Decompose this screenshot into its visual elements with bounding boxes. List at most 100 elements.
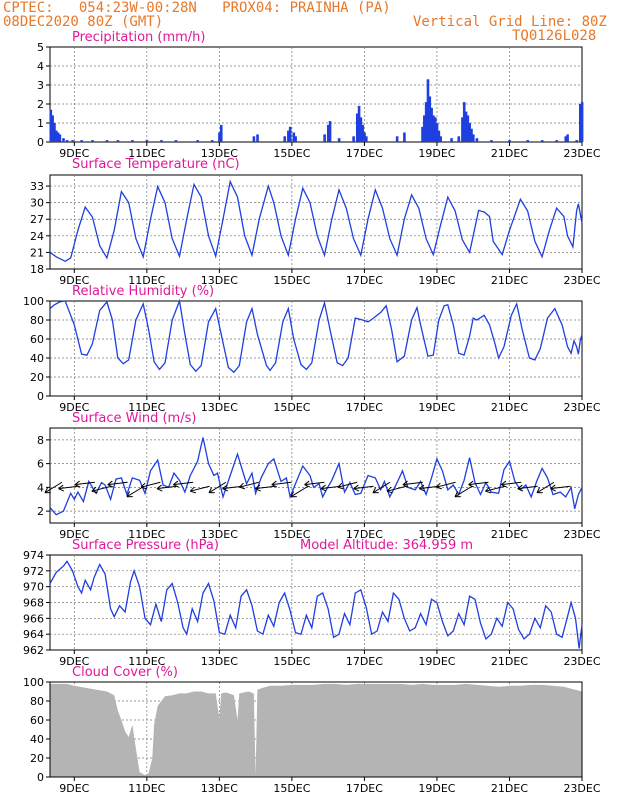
pressure-xtick-label: 15DEC	[273, 655, 310, 668]
precip-ytick-label: 1	[37, 117, 44, 130]
cloud-xtick-label: 21DEC	[491, 782, 528, 795]
pressure-ytick-label: 974	[23, 549, 44, 562]
wind-xtick-label: 23DEC	[563, 528, 600, 541]
wind-arrow	[222, 485, 243, 490]
rh-xtick-label: 23DEC	[563, 401, 600, 414]
precip-bar	[80, 140, 83, 142]
cloud-xtick-label: 17DEC	[346, 782, 383, 795]
temp-xtick-label: 19DEC	[418, 274, 455, 287]
precip-bar	[428, 96, 432, 142]
precip-xtick-label: 17DEC	[346, 147, 383, 160]
precip-bar	[450, 138, 453, 142]
wind-arrow	[255, 485, 276, 490]
precip-bar	[578, 104, 582, 142]
wind-arrow-head	[372, 487, 379, 494]
pressure-xtick-label: 23DEC	[563, 655, 600, 668]
wind-arrow-head	[337, 482, 344, 490]
precip-bar	[437, 130, 441, 142]
wind-xtick-label: 13DEC	[201, 528, 238, 541]
header-model-code: TQ0126L028	[512, 28, 597, 44]
wind-arrow	[419, 485, 440, 490]
precip-bar	[435, 123, 439, 142]
wind-arrow	[140, 481, 161, 488]
cloud-panel: 0 20 40 60 80 100 9DEC 11DEC 13DEC 15DEC 17DEC 19DE…	[23, 665, 601, 795]
wind-xtick-label: 15DEC	[273, 528, 310, 541]
cloud-xtick-label: 19DEC	[418, 782, 455, 795]
precip-bar	[287, 130, 290, 142]
wind-title: Surface Wind (m/s)	[72, 411, 196, 426]
precip-bar	[49, 109, 53, 142]
precip-ytick-label: 2	[37, 98, 44, 111]
wind-arrow	[436, 481, 456, 488]
header-run-date: 08DEC2020 80Z (GMT)	[3, 14, 164, 30]
precip-bar	[62, 138, 65, 142]
precip-bar	[292, 132, 296, 142]
wind-arrow-head	[107, 480, 114, 488]
precip-ytick-label: 3	[37, 79, 44, 92]
rh-series-line	[49, 298, 583, 374]
temp-xtick-label: 17DEC	[346, 274, 383, 287]
rh-ytick-label: 40	[30, 352, 44, 365]
precip-bar	[564, 136, 568, 142]
precip-bar	[540, 140, 544, 142]
precip-bar	[56, 132, 60, 142]
wind-arrow-head	[454, 491, 461, 498]
wind-arrow	[156, 485, 177, 490]
temp-ytick-label: 18	[30, 263, 44, 276]
precip-bar	[457, 136, 461, 142]
precip-bar	[53, 123, 56, 142]
wind-arrow	[320, 485, 341, 490]
wind-arrow	[290, 485, 309, 498]
precip-bar	[337, 138, 341, 142]
wind-arrow	[550, 485, 571, 490]
rh-xtick-label: 21DEC	[491, 401, 528, 414]
precip-bar	[395, 136, 399, 142]
wind-arrow-head	[536, 487, 543, 494]
pressure-xtick-label: 13DEC	[201, 655, 238, 668]
precip-bar	[54, 130, 58, 142]
wind-arrow-group	[44, 480, 571, 498]
rh-ytick-label: 20	[30, 371, 44, 384]
wind-arrow	[239, 481, 259, 488]
wind-arrow-head	[222, 484, 229, 492]
wind-arrow-head	[550, 484, 557, 492]
temp-xtick-label: 23DEC	[563, 274, 600, 287]
precip-ytick-label: 5	[37, 41, 44, 54]
rh-xtick-label: 17DEC	[346, 401, 383, 414]
precip-xtick-label: 13DEC	[201, 147, 238, 160]
wind-arrow	[517, 485, 538, 490]
precip-bar	[365, 136, 368, 142]
cloud-ytick-label: 0	[37, 771, 44, 784]
temp-panel: 18 21 24 27 30 33 9DEC 11DEC 13DEC 15DEC 17DEC 19DE…	[30, 157, 601, 287]
precip-xtick-label: 9DEC	[59, 147, 89, 160]
wind-ytick-label: 6	[37, 458, 44, 471]
precip-bar	[288, 126, 292, 142]
wind-arrow	[74, 481, 95, 486]
precip-bar	[326, 124, 330, 142]
header-grid-line-note: Vertical Grid Line: 80Z	[413, 14, 607, 30]
precip-bar	[461, 117, 464, 142]
precip-xtick-label: 23DEC	[563, 147, 600, 160]
cloud-xtick-label: 11DEC	[128, 782, 165, 795]
wind-arrow	[44, 481, 63, 494]
precip-bar	[580, 102, 584, 142]
precip-bar	[91, 140, 94, 142]
pressure-annotation: Model Altitude: 364.959 m	[300, 538, 473, 553]
wind-arrow-head	[419, 484, 425, 492]
temp-ytick-label: 24	[30, 230, 44, 243]
precip-xtick-label: 11DEC	[128, 147, 165, 160]
temp-xtick-label: 13DEC	[201, 274, 238, 287]
wind-arrow	[536, 481, 555, 494]
wind-arrow-head	[189, 486, 196, 494]
cloud-ytick-label: 80	[30, 695, 44, 708]
precip-bar	[432, 115, 435, 142]
precip-bar	[423, 115, 426, 142]
wind-xtick-label: 17DEC	[346, 528, 383, 541]
rh-xtick-label: 15DEC	[273, 401, 310, 414]
wind-arrow-head	[517, 484, 524, 492]
precip-bar	[526, 140, 530, 142]
precip-bar	[475, 138, 479, 142]
precip-bar	[323, 134, 326, 142]
precip-bar	[462, 102, 466, 142]
rh-ytick-label: 0	[37, 390, 44, 403]
